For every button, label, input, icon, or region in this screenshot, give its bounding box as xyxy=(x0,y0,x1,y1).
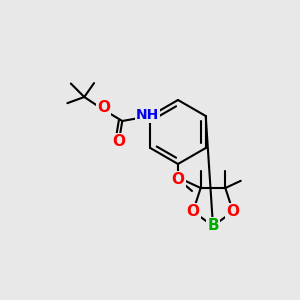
Text: O: O xyxy=(97,100,110,116)
Text: B: B xyxy=(207,218,219,233)
Text: O: O xyxy=(187,204,200,219)
Text: O: O xyxy=(172,172,184,188)
Text: O: O xyxy=(112,134,125,149)
Text: O: O xyxy=(226,204,239,219)
Text: NH: NH xyxy=(136,108,159,122)
